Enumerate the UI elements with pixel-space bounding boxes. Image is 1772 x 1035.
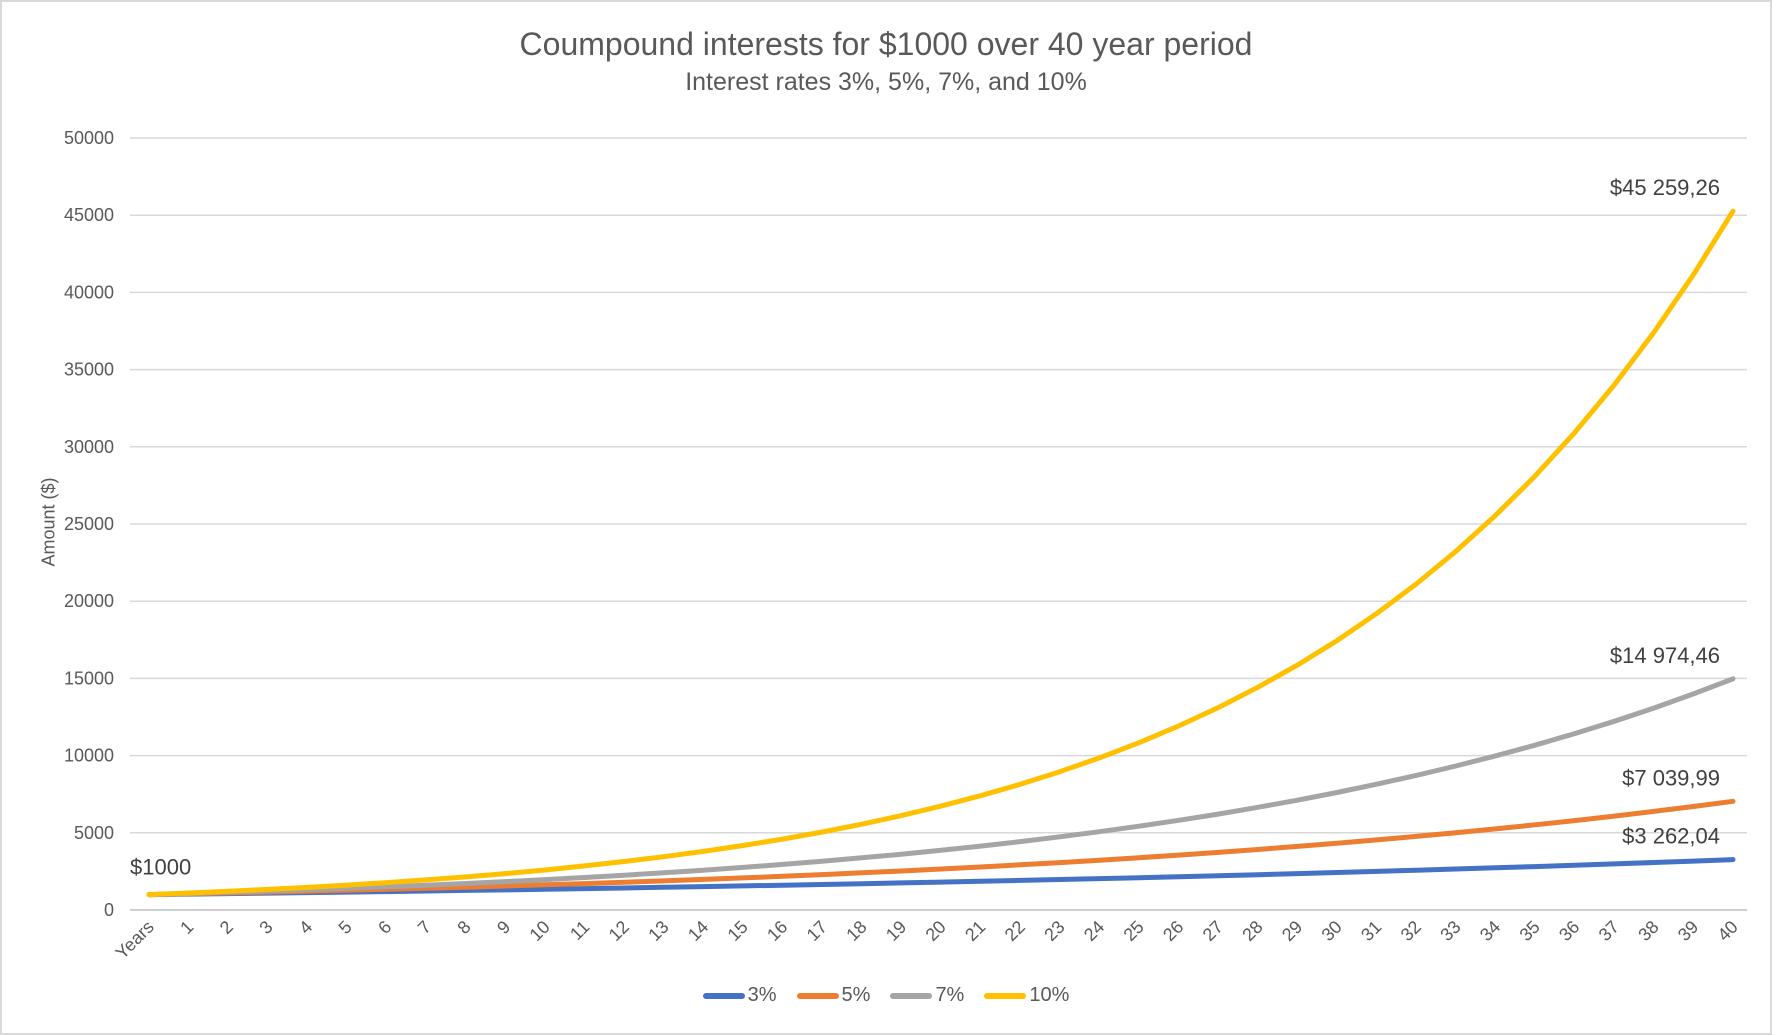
x-tick-label: 24 — [1080, 917, 1108, 945]
y-tick-label: 30000 — [64, 437, 114, 457]
y-tick-label: 45000 — [64, 205, 114, 225]
series-line-10% — [146, 208, 1736, 898]
legend-label: 7% — [935, 984, 965, 1006]
x-tick-label: 9 — [493, 917, 514, 938]
legend-item-10%: 10% — [984, 984, 1069, 1007]
series-line-5% — [146, 798, 1736, 898]
x-tick-label: 37 — [1595, 917, 1623, 945]
x-tick-label: 6 — [374, 917, 395, 938]
x-tick-label: 4 — [295, 917, 316, 938]
data-label-end-10%: $45 259,26 — [1610, 175, 1720, 200]
x-tick-label: 40 — [1714, 917, 1742, 945]
series-line-7% — [146, 676, 1736, 898]
y-tick-label: 0 — [104, 900, 114, 920]
x-tick-label: 34 — [1476, 917, 1504, 945]
x-tick-label: 35 — [1516, 917, 1544, 945]
x-tick-label: 18 — [842, 917, 870, 945]
x-tick-label: 13 — [644, 917, 672, 945]
x-tick-label: 30 — [1318, 917, 1346, 945]
x-tick-label: 29 — [1278, 917, 1306, 945]
legend: 3% 5% 7% 10% — [2, 984, 1770, 1007]
data-label-end-5%: $7 039,99 — [1622, 765, 1720, 790]
x-tick-label: 12 — [605, 917, 633, 945]
x-tick-label: 32 — [1397, 917, 1425, 945]
y-tick-label: 10000 — [64, 746, 114, 766]
x-tick-label: 2 — [216, 917, 237, 938]
x-tick-label: 33 — [1436, 917, 1464, 945]
y-tick-label: 40000 — [64, 282, 114, 302]
series-line-3% — [146, 857, 1736, 898]
y-tick-label: 5000 — [74, 823, 114, 843]
legend-marker-icon — [890, 992, 933, 999]
x-tick-label: 7 — [414, 917, 435, 938]
x-tick-label: 21 — [961, 917, 989, 945]
x-tick-label: Years — [112, 917, 158, 963]
legend-item-7%: 7% — [890, 984, 964, 1007]
x-tick-label: 28 — [1238, 917, 1266, 945]
x-tick-label: 17 — [803, 917, 831, 945]
x-tick-label: 38 — [1634, 917, 1662, 945]
x-tick-label: 22 — [1001, 917, 1029, 945]
x-tick-label: 27 — [1199, 917, 1227, 945]
x-tick-label: 3 — [255, 917, 276, 938]
x-tick-label: 10 — [526, 917, 554, 945]
x-tick-label: 39 — [1674, 917, 1702, 945]
x-tick-label: 31 — [1357, 917, 1385, 945]
y-tick-label: 15000 — [64, 668, 114, 688]
x-tick-label: 5 — [335, 917, 356, 938]
y-tick-label: 50000 — [64, 128, 114, 148]
chart-subtitle: Interest rates 3%, 5%, 7%, and 10% — [685, 68, 1087, 96]
legend-item-5%: 5% — [796, 984, 871, 1007]
x-tick-label: 23 — [1040, 917, 1068, 945]
x-tick-label: 25 — [1120, 917, 1148, 945]
y-tick-label: 20000 — [64, 591, 114, 611]
x-tick-label: 14 — [684, 917, 712, 945]
legend-item-3%: 3% — [702, 984, 777, 1007]
legend-label: 5% — [841, 984, 871, 1006]
y-tick-label: 35000 — [64, 360, 114, 380]
data-label-end-7%: $14 974,46 — [1610, 643, 1720, 668]
x-tick-label: 20 — [922, 917, 950, 945]
x-tick-label: 1 — [176, 917, 197, 938]
legend-marker-icon — [702, 992, 745, 999]
x-tick-label: 36 — [1555, 917, 1583, 945]
x-tick-label: 15 — [724, 917, 752, 945]
legend-label: 3% — [747, 984, 777, 1006]
x-tick-label: 19 — [882, 917, 910, 945]
x-tick-label: 11 — [566, 917, 593, 944]
legend-marker-icon — [984, 992, 1027, 999]
x-tick-label: 8 — [453, 917, 474, 938]
legend-marker-icon — [796, 992, 839, 999]
y-tick-label: 25000 — [64, 514, 114, 534]
data-label-start: $1000 — [130, 855, 191, 880]
x-tick-label: 16 — [763, 917, 791, 945]
chart-title: Coumpound interests for $1000 over 40 ye… — [519, 26, 1253, 62]
x-tick-label: 26 — [1159, 917, 1187, 945]
data-label-end-3%: $3 262,04 — [1622, 824, 1720, 849]
legend-label: 10% — [1029, 984, 1070, 1006]
